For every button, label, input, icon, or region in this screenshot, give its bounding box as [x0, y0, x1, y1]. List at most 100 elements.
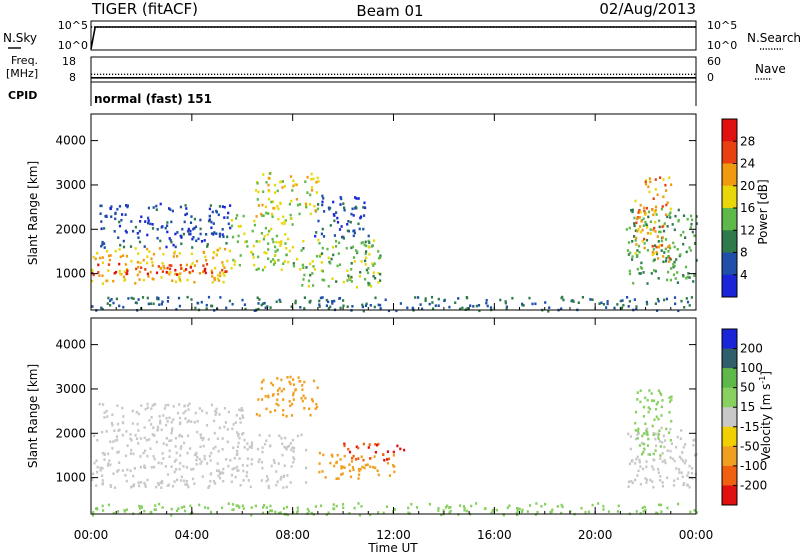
heatmap-cell: [312, 265, 315, 268]
heatmap-cell: [377, 511, 380, 514]
heatmap-cell: [662, 434, 665, 438]
heatmap-cell: [269, 410, 272, 414]
colorbar-tick-label: 50: [740, 381, 755, 395]
heatmap-cell: [654, 178, 657, 181]
heatmap-cell: [428, 502, 431, 506]
heatmap-cell: [360, 241, 363, 245]
heatmap-cell: [306, 175, 309, 179]
heatmap-cell: [173, 480, 176, 483]
heatmap-cell: [175, 451, 178, 455]
velocity-heatmap: [91, 375, 699, 517]
heatmap-cell: [224, 421, 227, 424]
heatmap-cell: [352, 214, 355, 217]
heatmap-cell: [659, 503, 663, 507]
heatmap-cell: [385, 505, 389, 508]
heatmap-cell: [208, 484, 211, 488]
heatmap-cell: [186, 483, 189, 486]
heatmap-cell: [162, 264, 165, 268]
heatmap-cell: [521, 302, 524, 306]
colorbar-tick-label: 24: [740, 157, 755, 171]
heatmap-cell: [274, 254, 277, 257]
heatmap-cell: [233, 260, 237, 263]
heatmap-cell: [310, 177, 313, 181]
heatmap-cell: [305, 448, 308, 452]
heatmap-cell: [190, 215, 193, 218]
heatmap-cell: [264, 226, 267, 230]
heatmap-cell: [364, 206, 367, 210]
heatmap-cell: [319, 504, 323, 508]
heatmap-cell: [158, 502, 161, 506]
heatmap-cell: [195, 239, 198, 243]
heatmap-cell: [218, 235, 221, 238]
heatmap-cell: [637, 244, 641, 248]
heatmap-cell: [322, 197, 325, 200]
heatmap-cell: [226, 440, 229, 444]
heatmap-cell: [396, 444, 399, 448]
heatmap-cell: [190, 468, 193, 471]
heatmap-cell: [227, 222, 230, 226]
heatmap-cell: [671, 223, 674, 226]
heatmap-cell: [126, 468, 129, 472]
heatmap-cell: [659, 454, 662, 457]
heatmap-cell: [346, 223, 349, 226]
heatmap-cell: [671, 457, 674, 461]
heatmap-cell: [125, 267, 128, 271]
heatmap-cell: [286, 445, 289, 449]
heatmap-cell: [310, 511, 313, 515]
heatmap-cell: [179, 279, 182, 283]
x-tick-label: 20:00: [578, 528, 613, 542]
heatmap-cell: [114, 217, 117, 221]
heatmap-cell: [296, 434, 299, 438]
heatmap-cell: [179, 263, 182, 267]
heatmap-cell: [282, 474, 286, 478]
heatmap-cell: [160, 276, 163, 279]
colorbar-segment: [722, 465, 737, 486]
heatmap-cell: [654, 437, 657, 441]
heatmap-cell: [202, 270, 205, 274]
heatmap-cell: [222, 235, 225, 238]
heatmap-cell: [363, 466, 366, 470]
heatmap-cell: [292, 398, 295, 401]
heatmap-cell: [199, 436, 203, 439]
heatmap-cell: [292, 460, 295, 464]
heatmap-cell: [138, 229, 141, 233]
heatmap-cell: [639, 210, 642, 214]
heatmap-cell: [352, 454, 355, 458]
heatmap-cell: [332, 507, 335, 510]
heatmap-cell: [335, 211, 338, 214]
heatmap-cell: [147, 219, 150, 222]
heatmap-cell: [281, 442, 284, 446]
heatmap-cell: [382, 511, 385, 515]
heatmap-cell: [357, 502, 360, 505]
heatmap-cell: [166, 230, 169, 234]
heatmap-cell: [299, 268, 302, 271]
heatmap-cell: [303, 296, 306, 299]
heatmap-cell: [331, 302, 334, 305]
heatmap-cell: [659, 479, 662, 482]
heatmap-cell: [655, 245, 658, 249]
heatmap-cell: [661, 484, 665, 488]
heatmap-cell: [139, 507, 142, 510]
heatmap-cell: [249, 485, 252, 489]
heatmap-cell: [318, 470, 321, 474]
heatmap-cell: [650, 272, 653, 275]
heatmap-cell: [366, 271, 370, 275]
heatmap-cell: [681, 451, 684, 454]
heatmap-cell: [205, 233, 208, 236]
heatmap-cell: [273, 261, 276, 264]
heatmap-cell: [626, 249, 629, 252]
heatmap-cell: [199, 218, 202, 222]
heatmap-cell: [677, 502, 680, 506]
heatmap-cell: [151, 227, 155, 230]
heatmap-cell: [672, 273, 676, 277]
y-tick-label: 1000: [55, 267, 86, 281]
heatmap-cell: [130, 485, 133, 489]
heatmap-cell: [361, 303, 364, 307]
heatmap-cell: [644, 182, 648, 186]
heatmap-cell: [448, 506, 451, 509]
heatmap-cell: [208, 214, 211, 218]
heatmap-cell: [335, 245, 338, 248]
heatmap-cell: [359, 467, 362, 471]
heatmap-cell: [321, 227, 324, 231]
heatmap-cell: [311, 399, 314, 403]
